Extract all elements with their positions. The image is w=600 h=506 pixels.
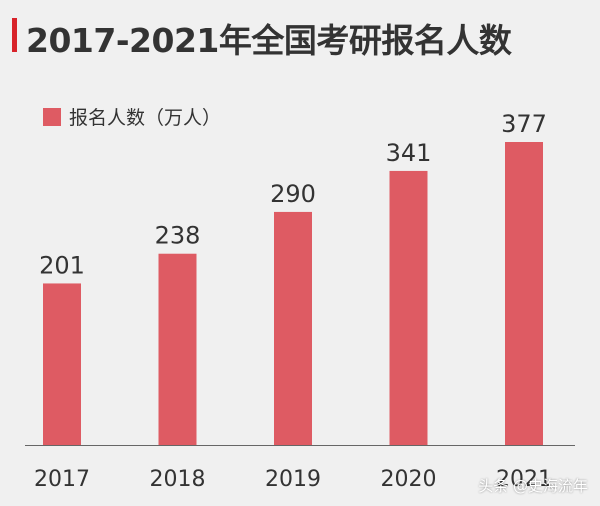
data-label-2018: 238 xyxy=(155,222,201,250)
legend: 报名人数（万人） xyxy=(43,103,221,130)
x-tick-label-2018: 2018 xyxy=(150,467,206,492)
x-tick-label-2021: 2021 xyxy=(496,467,552,492)
legend-swatch xyxy=(43,107,61,126)
data-label-2020: 341 xyxy=(386,139,432,167)
title-accent-bar xyxy=(12,18,17,52)
bar-2018 xyxy=(158,253,197,445)
data-label-2021: 377 xyxy=(501,110,547,138)
bar-2019 xyxy=(274,211,312,445)
data-label-2017: 201 xyxy=(39,251,85,279)
x-tick-label-2019: 2019 xyxy=(265,467,321,492)
chart-title: 2017-2021年全国考研报名人数 xyxy=(26,21,512,60)
watermark: 头条 @史海流年 xyxy=(478,477,588,495)
bar-2021 xyxy=(505,142,543,445)
bar-2020 xyxy=(389,170,428,445)
x-tick-label-2020: 2020 xyxy=(381,467,437,492)
bar-2017 xyxy=(43,283,81,445)
x-tick-label-2017: 2017 xyxy=(34,467,90,492)
data-label-2019: 290 xyxy=(270,180,316,208)
legend-label: 报名人数（万人） xyxy=(69,107,222,129)
